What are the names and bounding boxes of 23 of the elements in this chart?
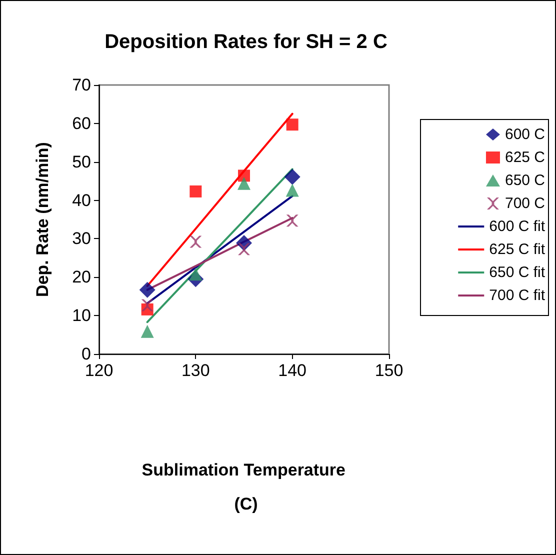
y-tick-label: 50	[72, 152, 91, 172]
y-tick-label: 30	[72, 229, 91, 248]
legend-label: 650 C fit	[489, 264, 546, 281]
legend-label: 650 C	[504, 172, 546, 189]
legend-label: 625 C	[504, 149, 546, 166]
legend-label: 700 C	[504, 195, 546, 212]
y-tick-label: 0	[82, 344, 91, 364]
legend-label: 600 C	[504, 126, 546, 143]
x-tick-label: 130	[181, 361, 210, 380]
y-tick-label: 70	[72, 76, 91, 94]
y-tick-label: 20	[72, 268, 91, 287]
x-tick-label: 120	[84, 361, 114, 380]
legend-label: 700 C fit	[489, 287, 546, 304]
y-tick-label: 10	[72, 306, 91, 326]
x-axis-title: Sublimation Temperature (C)	[142, 460, 350, 514]
x-tick-label: 150	[374, 361, 404, 380]
legend-label: 600 C fit	[489, 218, 546, 235]
legend-label: 625 C fit	[489, 241, 546, 258]
y-tick-label: 60	[72, 114, 91, 133]
chart-title: Deposition Rates for SH = 2 C	[104, 31, 388, 53]
y-axis-title: Dep. Rate (nm/min)	[33, 142, 52, 297]
x-tick-label: 140	[278, 361, 307, 380]
y-tick-label: 40	[72, 190, 91, 210]
